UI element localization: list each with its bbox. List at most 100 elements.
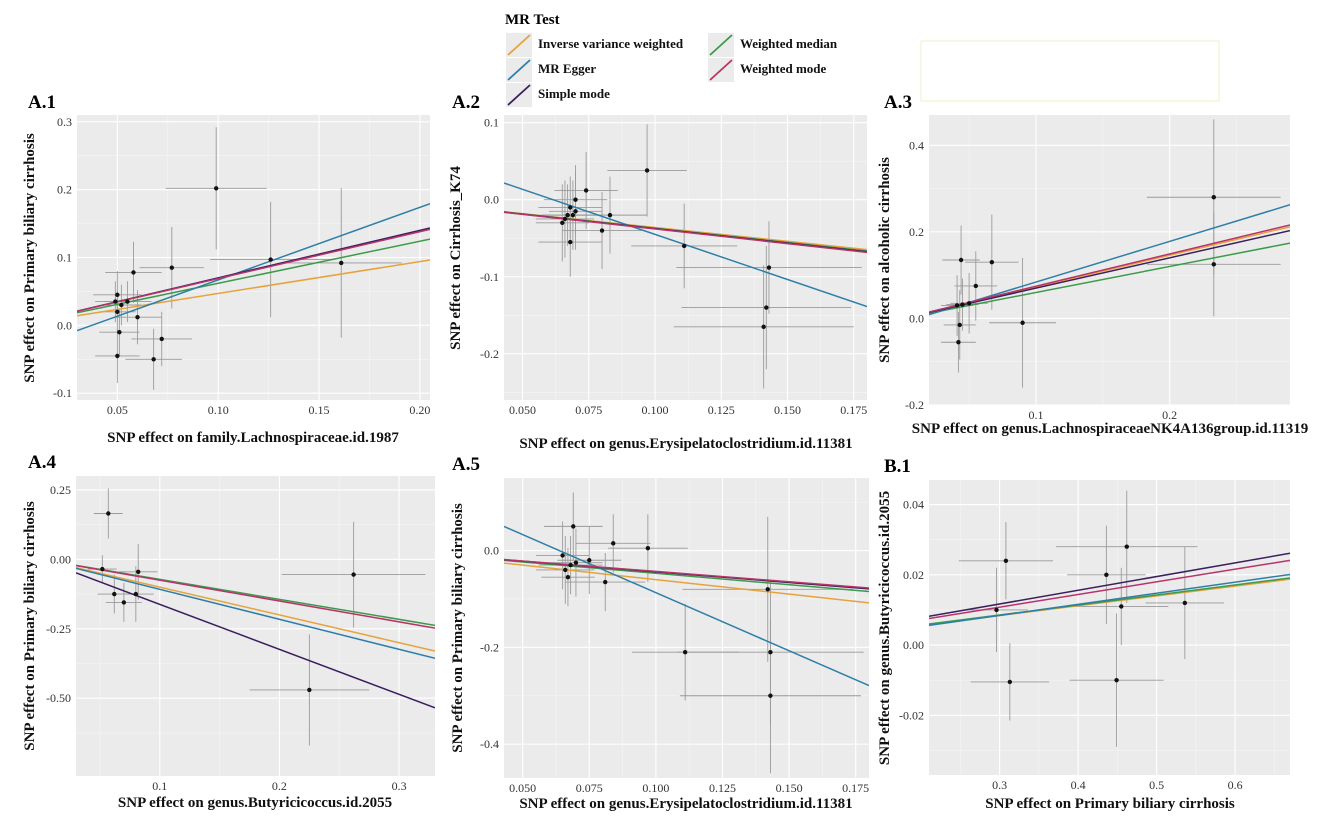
x-tick-label: 0.175 xyxy=(840,403,867,417)
regression-line-simple-mode xyxy=(929,552,1290,618)
legend-item-inverse-variance-weighted: Inverse variance weighted xyxy=(506,33,684,57)
y-tick-label: 0.0 xyxy=(484,193,499,207)
snp-point xyxy=(570,212,576,218)
regression-line-inverse-variance-weighted xyxy=(76,566,435,652)
y-tick-label: -0.2 xyxy=(480,640,499,654)
y-tick-label: 0.0 xyxy=(484,544,499,558)
x-tick-label: 0.150 xyxy=(776,781,803,795)
panel-title: A.2 xyxy=(452,92,480,113)
regression-line-weighted-mode xyxy=(929,559,1290,620)
regression-line-mr-egger xyxy=(929,573,1290,627)
snp-point xyxy=(159,336,164,342)
y-tick-label: -0.4 xyxy=(480,737,499,751)
legend-label: Weighted median xyxy=(740,36,838,51)
legend-key-line xyxy=(507,34,531,56)
y-tick-label: 0.4 xyxy=(909,138,924,152)
snp-point xyxy=(136,569,141,575)
snp-point xyxy=(682,649,688,655)
snp-point xyxy=(958,257,964,263)
snp-point xyxy=(573,197,578,202)
panel-a-4: 0.1 0.2 0.3 -0.50 -0.25 0.00 0.25 A.4 SNP effect… xyxy=(22,452,435,811)
y-axis-label: SNP effect on Primary biliary cirrhosis xyxy=(450,503,466,753)
regression-line-mr-egger xyxy=(929,204,1290,316)
legend-key-line xyxy=(709,59,733,81)
legend-item-simple-mode: Simple mode xyxy=(506,83,610,107)
regression-line-simple-mode xyxy=(929,229,1290,314)
y-tick-label: -0.02 xyxy=(899,708,924,722)
regression-line-weighted-mode xyxy=(929,224,1290,313)
snp-point xyxy=(568,239,573,245)
x-tick-label: 0.1 xyxy=(1028,408,1043,422)
snp-point xyxy=(121,600,127,605)
panel-a-2: 0.050 0.075 0.100 0.125 0.150 0.175 -0.2 -0.1 0.… xyxy=(448,92,867,452)
plot-background xyxy=(504,478,869,778)
x-tick-label: 0.2 xyxy=(1162,408,1177,422)
snp-point xyxy=(115,292,120,298)
panel-b-1: 0.3 0.4 0.5 0.6 -0.02 0.00 0.02 0.04 B.1 SNP effe… xyxy=(877,456,1290,812)
snp-point xyxy=(131,270,136,275)
snp-point xyxy=(565,212,570,218)
x-tick-label: 0.050 xyxy=(509,781,536,795)
legend-item-weighted-mode: Weighted mode xyxy=(708,58,827,82)
panel-title: A.3 xyxy=(884,92,912,113)
snp-point xyxy=(960,302,965,307)
x-axis-label: SNP effect on genus.Erysipelatoclostridi… xyxy=(519,796,852,812)
y-tick-label: 0.3 xyxy=(57,115,72,129)
plot-area xyxy=(76,488,435,746)
snp-point xyxy=(954,303,960,308)
snp-point xyxy=(339,260,344,266)
snp-point xyxy=(563,567,568,573)
snp-point xyxy=(768,693,773,698)
plot-area xyxy=(929,490,1290,747)
x-tick-label: 0.20 xyxy=(409,403,430,417)
x-tick-label: 0.100 xyxy=(642,403,669,417)
snp-point xyxy=(117,329,122,335)
regression-line-mr-egger xyxy=(77,202,430,332)
x-tick-label: 0.075 xyxy=(575,403,602,417)
y-tick-label: -0.25 xyxy=(46,622,71,636)
y-tick-label: 0.1 xyxy=(57,251,72,265)
snp-point xyxy=(645,545,651,551)
x-tick-label: 0.3 xyxy=(392,779,407,793)
plot-background xyxy=(76,476,435,776)
panel-a-1: 0.05 0.10 0.15 0.20 -0.1 0.0 0.1 0.2 0.3A.1 SNP e… xyxy=(22,92,430,446)
x-axis-label: SNP effect on family.Lachnospiraceae.id.… xyxy=(107,430,399,446)
x-tick-label: 0.05 xyxy=(107,403,128,417)
y-axis-label: SNP effect on alcoholic cirrhosis xyxy=(877,157,893,363)
legend-key-line xyxy=(507,84,531,106)
panel-title: A.1 xyxy=(28,92,56,113)
snp-point xyxy=(1211,195,1216,200)
plot-background xyxy=(929,480,1290,775)
snp-point xyxy=(560,553,565,558)
snp-point xyxy=(133,591,139,597)
y-tick-label: 0.00 xyxy=(50,552,71,566)
x-tick-label: 0.10 xyxy=(208,403,229,417)
snp-point xyxy=(761,324,766,330)
snp-point xyxy=(994,607,999,613)
snp-point xyxy=(100,566,105,572)
legend-label: Weighted mode xyxy=(740,61,827,76)
snp-point xyxy=(764,305,769,310)
legend-item-mr-egger: MR Egger xyxy=(506,58,596,82)
y-tick-label: 0.1 xyxy=(484,116,499,130)
y-tick-label: 0.25 xyxy=(50,483,71,497)
snp-point xyxy=(568,562,573,568)
snp-point xyxy=(607,212,613,218)
snp-point xyxy=(113,299,118,304)
y-axis-label: SNP effect on Primary biliary cirrhosis xyxy=(22,133,38,383)
snp-point xyxy=(966,301,972,306)
x-tick-label: 0.6 xyxy=(1228,778,1243,792)
y-tick-label: 0.04 xyxy=(903,498,924,512)
snp-point xyxy=(268,257,273,262)
snp-point xyxy=(644,168,650,173)
snp-point xyxy=(307,687,312,693)
y-tick-label: 0.02 xyxy=(903,568,924,582)
panel-title: A.5 xyxy=(452,454,480,475)
snp-point xyxy=(573,209,578,214)
x-tick-label: 0.5 xyxy=(1149,778,1164,792)
y-tick-label: 0.2 xyxy=(909,225,924,239)
snp-point xyxy=(568,205,573,210)
legend-label: Inverse variance weighted xyxy=(538,36,684,51)
snp-point xyxy=(571,524,576,529)
snp-point xyxy=(115,309,120,314)
